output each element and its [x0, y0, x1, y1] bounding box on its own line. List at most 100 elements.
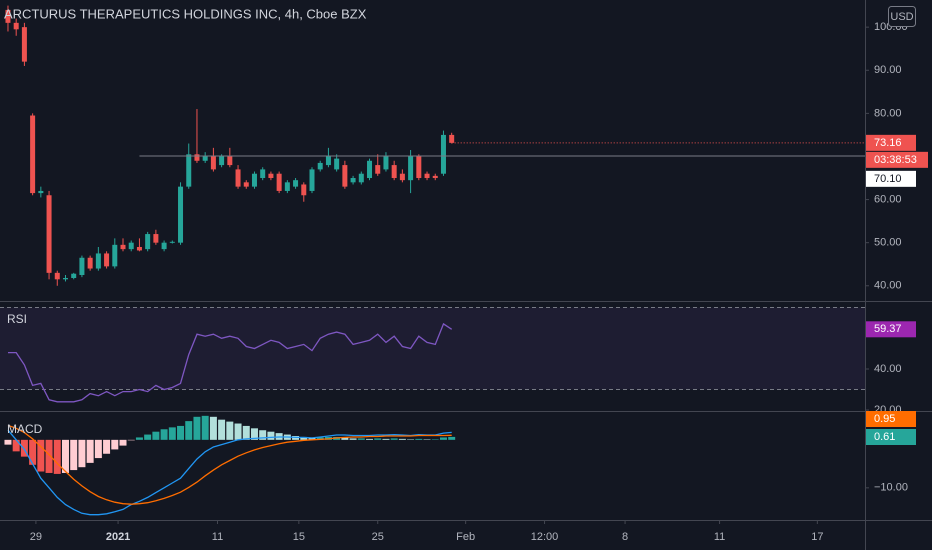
candle-body — [416, 156, 422, 179]
signal-value-label-box — [866, 411, 916, 427]
histogram-bar — [185, 421, 193, 440]
histogram-bar — [439, 437, 447, 440]
histogram-bar — [37, 439, 45, 472]
histogram-bar — [259, 430, 267, 440]
histogram-bar — [341, 437, 349, 440]
histogram-bar — [242, 425, 250, 440]
histogram-bar — [234, 423, 242, 440]
x-tick-label: 11 — [212, 531, 223, 543]
x-tick-label: 29 — [30, 531, 42, 543]
candle-body — [136, 246, 142, 251]
candle-body — [284, 182, 290, 191]
histogram-bar — [29, 439, 37, 465]
histogram-bar — [4, 439, 12, 445]
candle-body — [87, 257, 93, 269]
candle-body — [186, 154, 192, 187]
candle-body — [145, 234, 151, 250]
candle-body — [21, 27, 27, 62]
candle-body — [128, 242, 134, 250]
candle-body — [268, 173, 274, 179]
last-price-label: 73.16 — [874, 137, 902, 149]
y-tick-label: −10.00 — [874, 482, 908, 494]
x-tick-label: 11 — [714, 531, 725, 543]
histogram-bar — [398, 438, 406, 440]
candle-body — [424, 173, 430, 179]
signal-value-label: 0.95 — [874, 413, 895, 425]
x-tick-label: 25 — [372, 531, 384, 543]
histogram-bar — [177, 425, 185, 440]
candle-body — [5, 9, 11, 23]
signal-line — [7, 424, 452, 505]
currency[interactable]: USD — [890, 11, 913, 23]
histogram-bar — [407, 439, 415, 440]
candle-body — [276, 173, 282, 191]
candle-body — [30, 115, 36, 194]
chart-title: ARCTURUS THERAPEUTICS HOLDINGS INC, 4h, … — [4, 6, 367, 21]
candle-body — [440, 134, 446, 174]
histogram-bar — [218, 419, 226, 440]
histogram-bar — [308, 437, 316, 440]
y-tick-label: 40.00 — [874, 363, 902, 375]
x-tick-label: Feb — [456, 531, 475, 543]
histogram-bar — [94, 439, 102, 459]
candle-body — [202, 156, 208, 161]
x-tick-label: 15 — [293, 531, 305, 543]
macd-line — [7, 429, 452, 516]
candle-body — [391, 165, 397, 179]
histogram-bar — [168, 427, 176, 440]
y-tick-label: 60.00 — [874, 193, 902, 205]
candle-body — [13, 22, 19, 30]
y-tick-label: 40.00 — [874, 280, 902, 292]
candle-body — [432, 175, 438, 179]
x-tick-label: 12:00 — [531, 531, 559, 543]
histogram-bar — [160, 429, 168, 440]
histogram-bar — [127, 439, 135, 441]
histogram-bar — [119, 439, 127, 446]
candle-body — [112, 244, 118, 267]
x-tick-label: 17 — [811, 531, 823, 543]
candle-body — [309, 169, 315, 191]
pane-title: RSI — [7, 312, 27, 326]
histogram-bar — [431, 439, 439, 440]
candle-body — [161, 242, 167, 250]
histogram-bar — [78, 439, 86, 468]
last-price-label-box — [866, 134, 916, 151]
countdown: 03:38:53 — [874, 154, 917, 166]
histogram-bar — [374, 438, 382, 440]
x-tick-label: 2021 — [106, 531, 130, 543]
histogram-bar — [20, 439, 28, 457]
y-tick-label: 80.00 — [874, 107, 902, 119]
candle-body — [194, 154, 200, 161]
candle-body — [235, 169, 241, 187]
histogram-bar — [103, 439, 111, 454]
histogram-bar — [366, 438, 374, 440]
histogram-bar — [267, 431, 275, 440]
histogram-bar — [70, 439, 78, 471]
histogram-bar — [390, 438, 398, 440]
countdown-box — [866, 151, 928, 168]
histogram-value-label: 0.61 — [874, 431, 895, 443]
y-tick-label: 90.00 — [874, 64, 902, 76]
pane-title: MACD — [7, 422, 43, 436]
histogram-bar — [53, 439, 61, 474]
histogram-bar — [300, 436, 308, 440]
candle-body — [169, 241, 175, 243]
histogram-bar — [152, 431, 160, 440]
histogram-bar — [209, 416, 217, 440]
rsi-value-label: 59.37 — [874, 323, 902, 335]
currency-box[interactable] — [888, 6, 916, 27]
candle-body — [334, 158, 340, 170]
histogram-bar — [12, 439, 20, 452]
histogram-bar — [423, 439, 431, 440]
histogram-value-label-box — [866, 429, 916, 445]
candle-body — [301, 184, 307, 196]
candle-body — [293, 180, 299, 187]
candle-body — [251, 173, 257, 187]
histogram-bar — [86, 439, 94, 463]
histogram-bar — [250, 428, 258, 440]
histogram-bar — [45, 439, 53, 473]
rsi-line — [8, 322, 453, 403]
